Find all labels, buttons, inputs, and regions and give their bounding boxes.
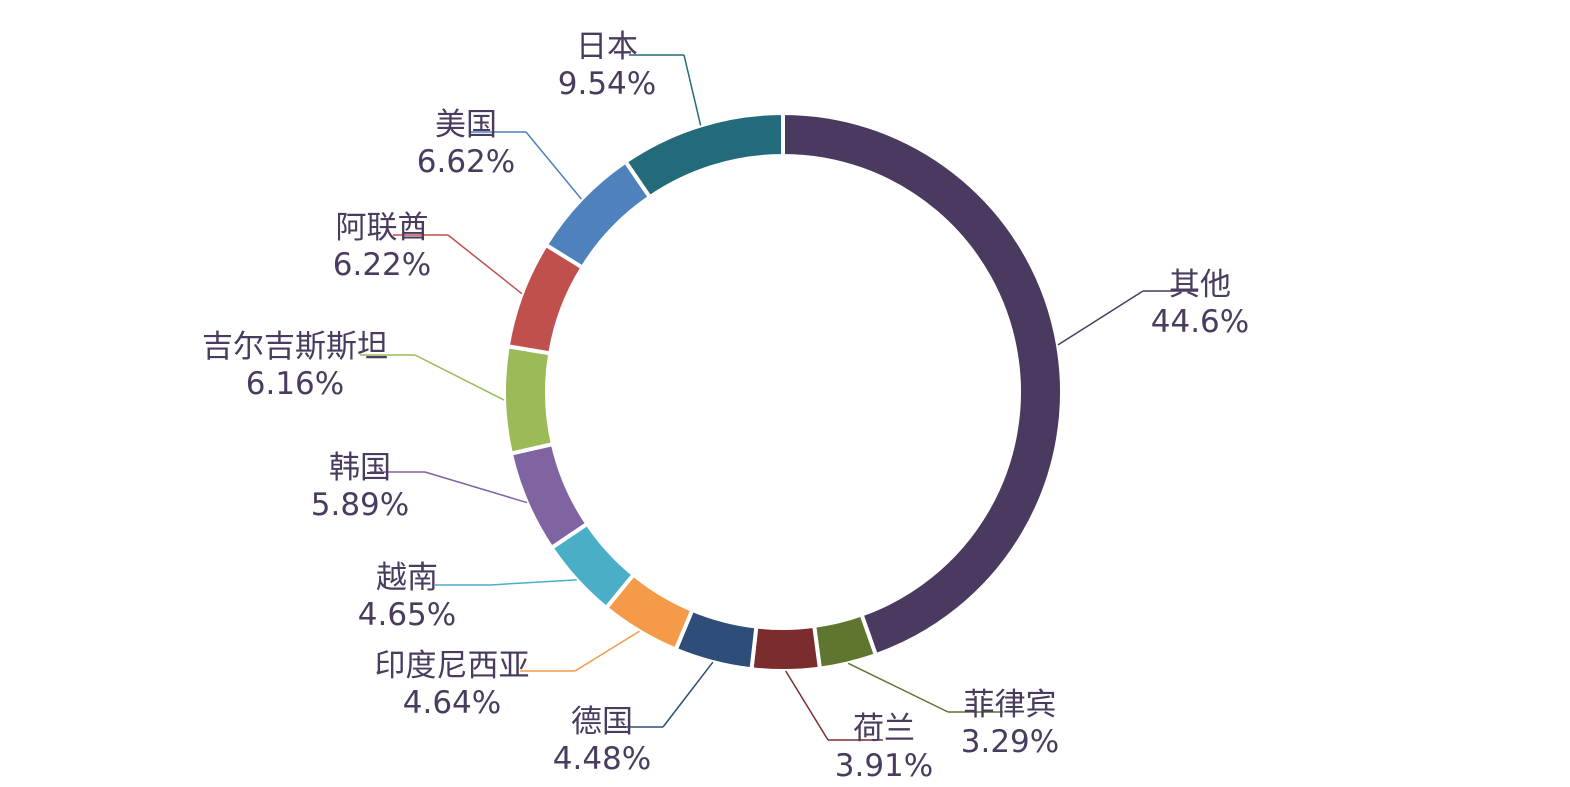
leader-lines: [360, 54, 1198, 741]
leader-line-7: [414, 354, 505, 401]
slice-10: [622, 110, 785, 200]
slice-label-1: 菲律宾: [964, 687, 1057, 723]
leader-line-6: [424, 471, 528, 504]
slice-label-2: 荷兰: [853, 711, 915, 747]
slice-label-8: 阿联酋: [336, 210, 429, 246]
slice-value-4: 4.64%: [403, 685, 501, 721]
slice-label-0: 其他: [1169, 267, 1231, 303]
leader-line-5: [489, 579, 577, 586]
leader-line-8: [447, 234, 523, 295]
leader-line-4: [574, 630, 640, 672]
slice-label-9: 美国: [435, 107, 497, 143]
slice-2: [749, 623, 823, 673]
slice-value-2: 3.91%: [835, 748, 933, 784]
slice-7: [502, 343, 556, 456]
slice-0: [781, 110, 1064, 658]
leader-line-9: [525, 131, 583, 200]
leader-line-3: [662, 661, 714, 728]
slice-value-10: 9.54%: [558, 66, 656, 102]
slice-value-3: 4.48%: [553, 741, 651, 777]
leader-line-10: [683, 54, 702, 126]
slice-value-9: 6.62%: [417, 144, 515, 180]
slice-value-5: 4.65%: [358, 597, 456, 633]
slice-value-0: 44.6%: [1151, 304, 1249, 340]
slice-label-10: 日本: [576, 29, 638, 65]
slice-label-3: 德国: [571, 704, 633, 740]
slice-value-6: 5.89%: [311, 487, 409, 523]
slice-value-7: 6.16%: [246, 366, 344, 402]
slice-label-5: 越南: [376, 560, 438, 596]
donut-slices: [502, 110, 1064, 673]
slice-6: [508, 441, 591, 551]
slice-label-4: 印度尼西亚: [375, 648, 530, 684]
leader-line-0: [1057, 290, 1144, 346]
slice-value-8: 6.22%: [333, 247, 431, 283]
slice-label-7: 吉尔吉斯斯坦: [202, 329, 388, 365]
slice-label-6: 韩国: [329, 450, 391, 486]
slice-value-1: 3.29%: [961, 724, 1059, 760]
leader-line-2: [785, 670, 829, 741]
leader-line-1: [847, 662, 949, 713]
